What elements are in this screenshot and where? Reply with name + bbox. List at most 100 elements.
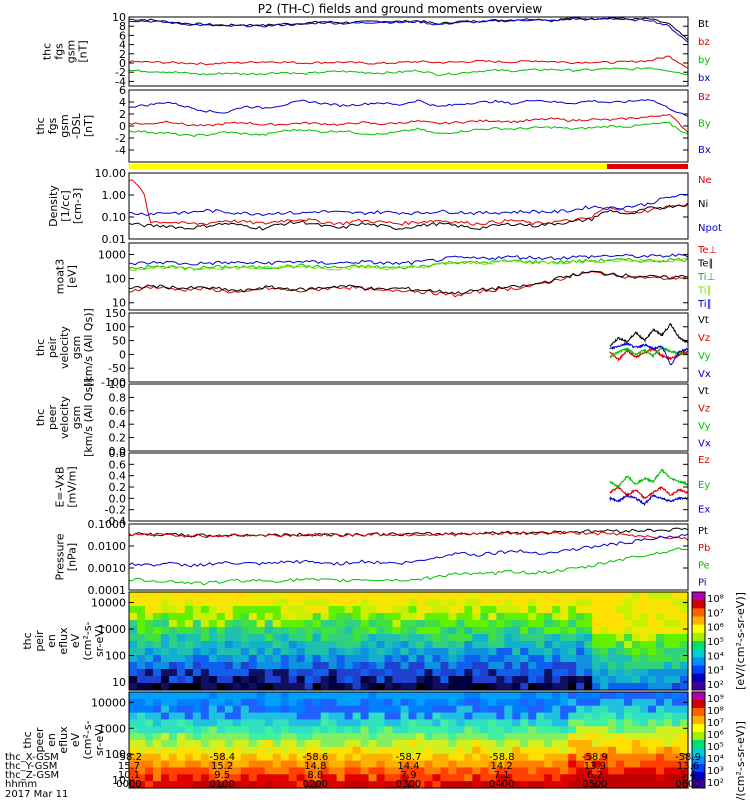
spectrogram-cell bbox=[304, 613, 314, 621]
spectrogram-cell bbox=[544, 648, 553, 656]
spectrogram-cell bbox=[432, 774, 442, 782]
spectrogram-cell bbox=[336, 648, 346, 656]
y-tick-label: 0.1000 bbox=[88, 518, 127, 531]
colorbar-tick-label: 10⁸ bbox=[707, 706, 724, 717]
spectrogram-cell bbox=[144, 767, 154, 775]
spectrogram-cell bbox=[432, 740, 442, 748]
spectrogram-cell bbox=[248, 613, 258, 621]
spectrogram-cell bbox=[360, 634, 370, 642]
spectrogram-cell bbox=[560, 648, 569, 656]
spectrogram-cell bbox=[616, 634, 625, 642]
spectrogram-cell bbox=[528, 620, 537, 628]
spectrogram-cell bbox=[144, 676, 154, 684]
spectrogram-cell bbox=[472, 698, 481, 707]
spectrogram-cell bbox=[336, 733, 346, 741]
spectrogram-cell bbox=[400, 592, 410, 600]
spectrogram-cell bbox=[632, 712, 641, 721]
spectrogram-cell bbox=[184, 712, 194, 721]
spectrogram-cell bbox=[664, 683, 673, 691]
spectrogram-cell bbox=[648, 627, 657, 635]
spectrogram-cell bbox=[656, 753, 665, 762]
spectrogram-cell bbox=[320, 599, 330, 607]
spectrogram-cell bbox=[392, 740, 402, 748]
spectrogram-cell bbox=[129, 669, 138, 677]
spectrogram-cell bbox=[304, 767, 314, 775]
y-tick-label: -50 bbox=[108, 362, 126, 375]
spectrogram-cell bbox=[144, 641, 154, 649]
spectrogram-cell bbox=[264, 599, 274, 607]
spectrogram-cell bbox=[312, 662, 322, 670]
y-axis-label: gsm bbox=[58, 114, 71, 137]
spectrogram-cell bbox=[368, 641, 378, 649]
spectrogram-cell bbox=[488, 599, 497, 607]
spectrogram-cell bbox=[296, 599, 306, 607]
spectrogram-cell bbox=[264, 760, 274, 769]
spectrogram-cell bbox=[552, 760, 561, 769]
legend-label: Vx bbox=[698, 438, 711, 449]
spectrogram-cell bbox=[312, 692, 322, 700]
spectrogram-cell bbox=[176, 719, 186, 727]
spectrogram-cell bbox=[360, 740, 370, 748]
x-row-label: thc_Y-GSM bbox=[5, 761, 57, 772]
spectrogram-cell bbox=[632, 767, 641, 775]
spectrogram-cell bbox=[400, 648, 410, 656]
spectrogram-cell bbox=[240, 692, 250, 700]
spectrogram-cell bbox=[376, 726, 386, 734]
spectrogram-cell bbox=[592, 620, 601, 628]
spectrogram-cell bbox=[424, 676, 434, 684]
spectrogram-cell bbox=[168, 669, 178, 677]
spectrogram-cell bbox=[480, 683, 489, 691]
spectrogram-cell bbox=[160, 627, 170, 635]
spectrogram-cell bbox=[264, 774, 274, 782]
series-line-ne bbox=[128, 179, 689, 226]
spectrogram-cell bbox=[424, 719, 434, 727]
spectrogram-cell bbox=[608, 683, 617, 691]
y-tick-label: 2 bbox=[119, 48, 126, 61]
spectrogram-cell bbox=[336, 669, 346, 677]
spectrogram-cell bbox=[240, 753, 250, 762]
spectrogram-cell bbox=[288, 746, 298, 755]
spectrogram-cell bbox=[520, 634, 529, 642]
spectrogram-cell bbox=[632, 613, 641, 621]
spectrogram-cell bbox=[368, 753, 378, 762]
spectrogram-cell bbox=[648, 655, 657, 663]
series-line-pt bbox=[128, 527, 689, 538]
spectrogram-cell bbox=[512, 698, 521, 707]
spectrogram-cell bbox=[536, 676, 545, 684]
spectrogram-cell bbox=[304, 627, 314, 635]
spectrogram-cell bbox=[464, 676, 473, 684]
spectrogram-cell bbox=[472, 719, 481, 727]
spectrogram-cell bbox=[144, 733, 154, 741]
spectrogram-cell bbox=[232, 719, 242, 727]
spectrogram-cell bbox=[496, 669, 505, 677]
spectrogram-cell bbox=[248, 641, 258, 649]
spectrogram-cell bbox=[288, 705, 298, 714]
spectrogram-cell bbox=[544, 746, 553, 755]
x-row-value: 7.9 bbox=[401, 770, 417, 781]
spectrogram-cell bbox=[640, 767, 649, 775]
spectrogram-cell bbox=[336, 760, 346, 769]
y-tick-label: 0 bbox=[119, 57, 126, 70]
spectrogram-cell bbox=[160, 676, 170, 684]
spectrogram-cell bbox=[216, 760, 226, 769]
spectrogram-cell bbox=[240, 599, 250, 607]
spectrogram-cell bbox=[160, 634, 170, 642]
y-axis-label: gsm bbox=[65, 40, 78, 63]
spectrogram-cell bbox=[208, 592, 218, 600]
spectrogram-cell bbox=[464, 655, 473, 663]
x-row-value: 8.8 bbox=[307, 770, 323, 781]
spectrogram-cell bbox=[168, 753, 178, 762]
spectrogram-cell bbox=[296, 781, 306, 789]
spectrogram-cell bbox=[376, 620, 386, 628]
spectrogram-cell bbox=[576, 774, 585, 782]
legend-label: Ti⊥ bbox=[697, 272, 715, 283]
spectrogram-cell bbox=[392, 746, 402, 755]
spectrogram-cell bbox=[312, 746, 322, 755]
spectrogram-cell bbox=[664, 627, 673, 635]
y-axis-label: thc bbox=[21, 731, 34, 748]
spectrogram-cell bbox=[488, 781, 497, 789]
spectrogram-cell bbox=[160, 733, 170, 741]
